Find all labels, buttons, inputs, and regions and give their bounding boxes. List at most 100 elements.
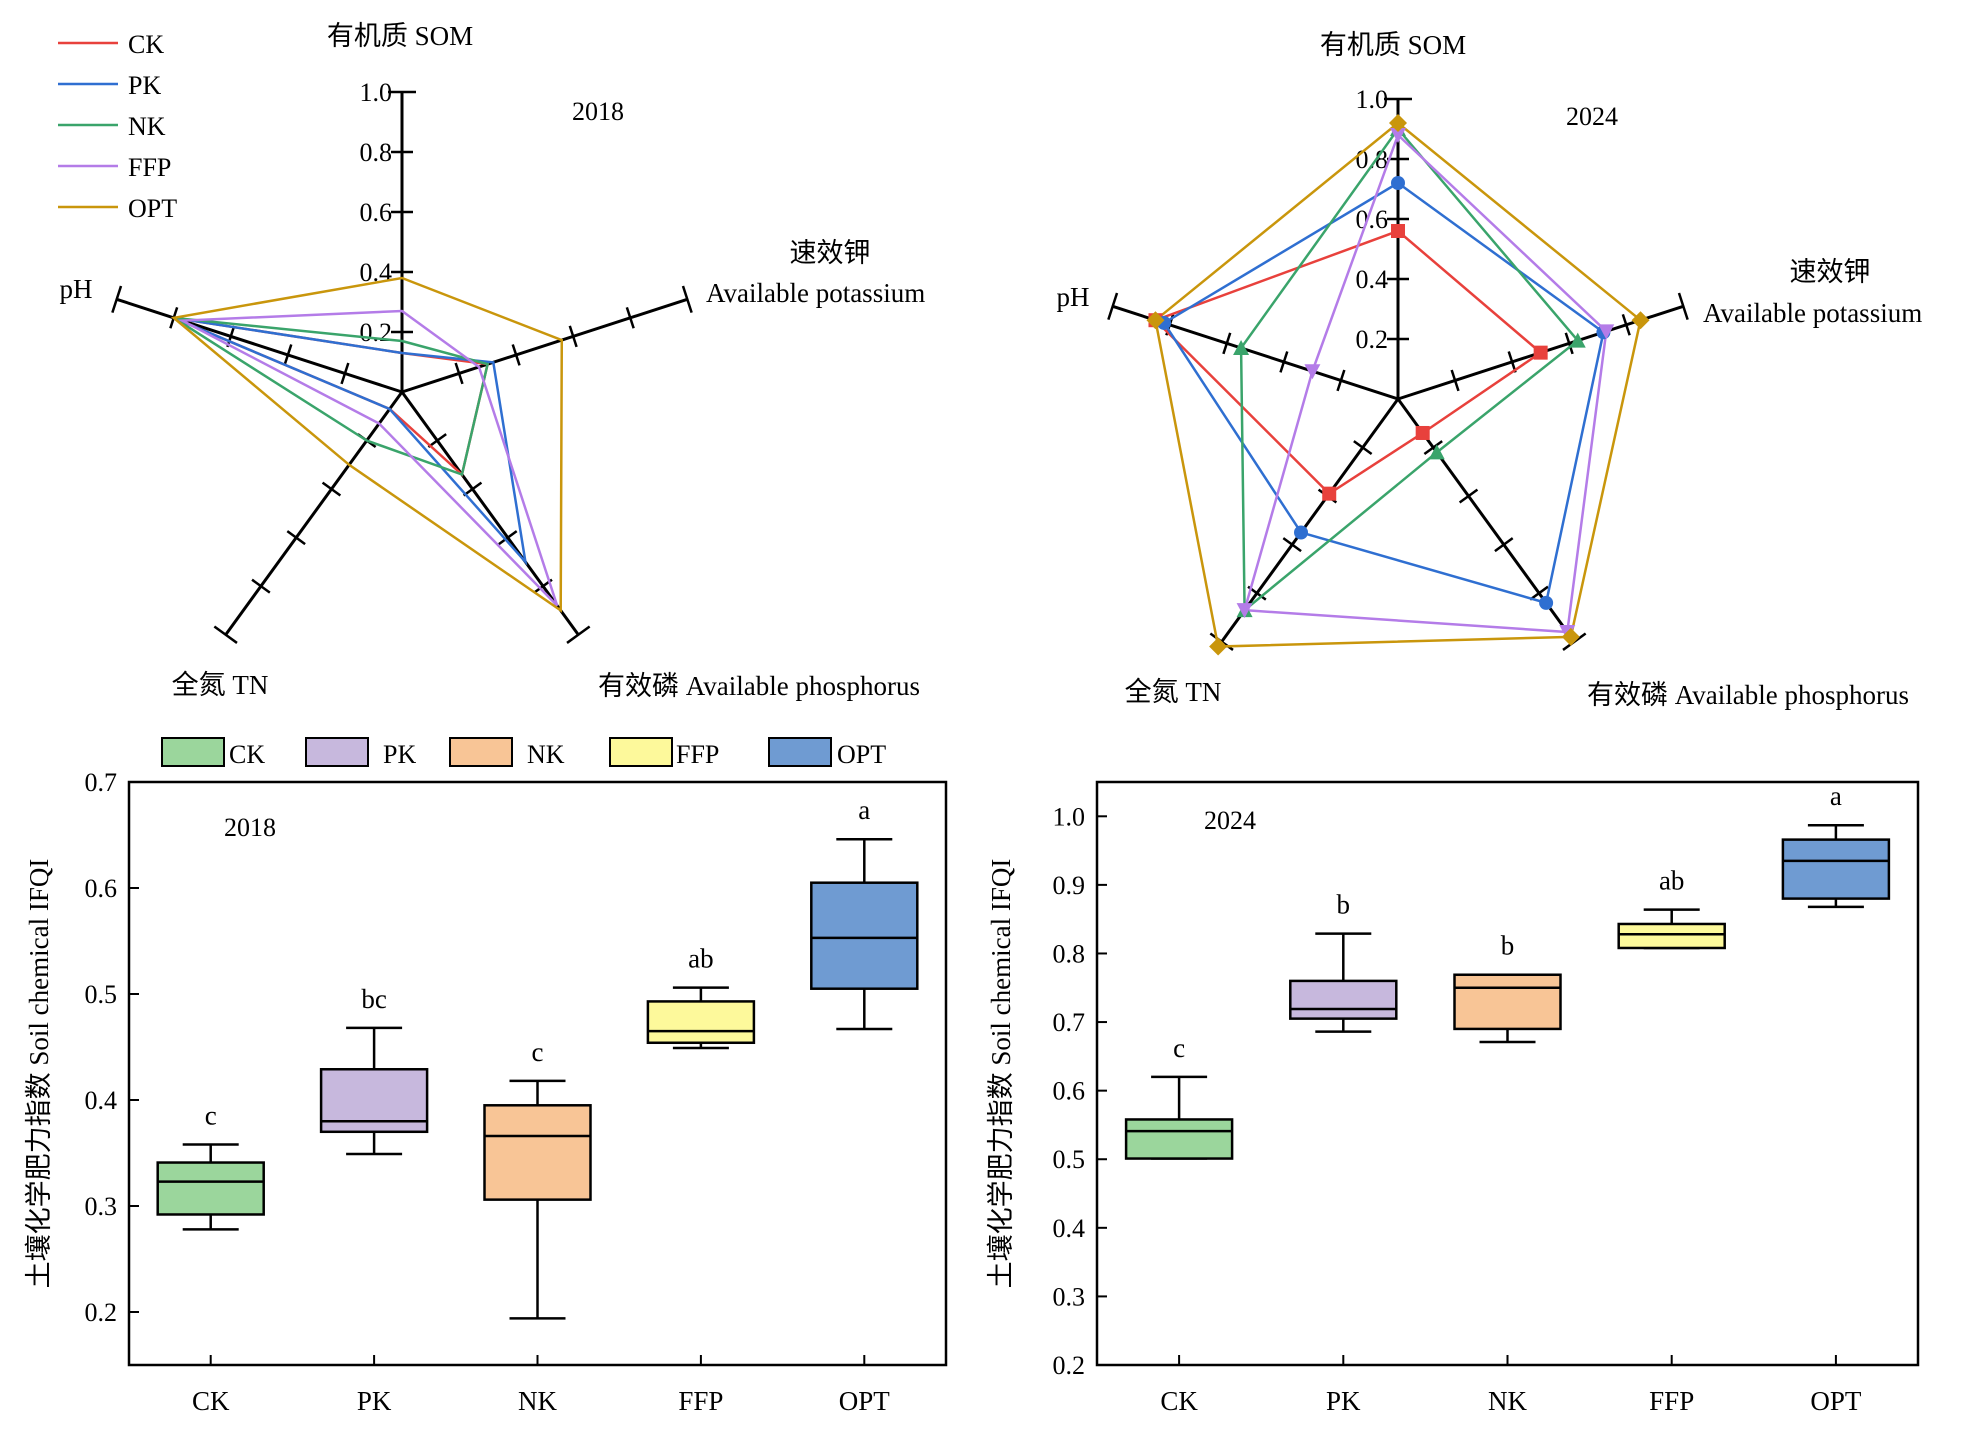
radar-tick-label: 0.2: [360, 318, 393, 347]
radar-axis-label: 速效钾: [790, 238, 871, 268]
box-NK: [1453, 973, 1562, 1031]
legend-label: FFP: [128, 153, 171, 182]
chart-year-label: 2018: [224, 813, 276, 842]
radar-axis-label: 全氮 TN: [172, 670, 269, 700]
x-tick-label: FFP: [1649, 1386, 1694, 1416]
chart-year-label: 2024: [1566, 102, 1618, 131]
legend-label: OPT: [128, 194, 177, 223]
radar-tick: [1279, 351, 1289, 373]
y-tick-label: 0.6: [85, 874, 118, 903]
radar-axis-label: Available potassium: [1703, 298, 1922, 328]
y-tick-label: 0.8: [1053, 939, 1086, 968]
y-tick-label: 1.0: [1053, 802, 1086, 831]
radar-series-PK: [173, 316, 528, 566]
radar-tick-label: 1.0: [360, 78, 393, 107]
marker-circle: [1539, 595, 1554, 610]
marker-circle: [1294, 525, 1309, 540]
marker-diamond: [1146, 311, 1165, 330]
box-chart-2018: 0.2 0.3 0.4 0.5 0.6 0.7 土壤化学肥力指数 Soil chemical…: [24, 768, 948, 1416]
x-tick-label: PK: [1326, 1386, 1361, 1416]
x-tick-label: OPT: [839, 1386, 891, 1416]
radar-series-PK: [1162, 181, 1605, 605]
marker-triangle: [1569, 332, 1586, 348]
radar-series-FFP: [177, 309, 559, 607]
radar-series-FFP: [1242, 132, 1608, 634]
marker-diamond: [1389, 114, 1407, 132]
radar-tick-label: 0.6: [360, 198, 393, 227]
radar-tick: [111, 285, 123, 313]
legend-label: NK: [527, 740, 565, 769]
radar-tick: [251, 578, 271, 594]
x-tick-label: NK: [518, 1386, 557, 1416]
x-tick-label: PK: [357, 1386, 392, 1416]
radar-tick: [681, 285, 693, 313]
radar-tick: [1336, 369, 1346, 392]
legend-label: OPT: [837, 740, 886, 769]
y-tick-label: 0.4: [85, 1086, 118, 1115]
radar-tick: [625, 306, 635, 329]
radar-series-OPT: [1154, 121, 1642, 648]
radar-legend: CK PK NK FFP OPT: [58, 30, 177, 223]
radar-axis-label: 有机质 SOM: [1320, 30, 1466, 60]
x-tick-label: OPT: [1810, 1386, 1862, 1416]
marker-square: [1415, 425, 1430, 440]
marker-triangle-down: [1304, 364, 1321, 380]
y-tick-label: 0.7: [85, 768, 118, 797]
radar-axis-label: 有机质 SOM: [327, 21, 473, 51]
y-tick-label: 0.6: [1053, 1077, 1086, 1106]
radar-tick: [511, 344, 521, 366]
radar-tick: [286, 530, 306, 546]
radar-series-OPT: [170, 276, 564, 613]
y-tick-label: 0.7: [1053, 1008, 1086, 1037]
radar-tick: [498, 530, 518, 546]
legend-swatch-OPT: [768, 737, 832, 767]
radar-tick: [1450, 369, 1460, 392]
radar-axis-tn: [1220, 398, 1400, 643]
radar-tick: [1564, 332, 1574, 355]
radar-series-NK: [173, 316, 490, 477]
marker-diamond: [1209, 637, 1228, 656]
chart-year-label: 2018: [572, 97, 624, 126]
legend-label: CK: [229, 740, 265, 769]
radar-tick: [462, 481, 483, 497]
significance-letter: c: [205, 1101, 217, 1131]
y-tick-label: 0.2: [85, 1298, 118, 1327]
y-axis-label: 土壤化学肥力指数 Soil chemical IFQI: [986, 859, 1016, 1289]
y-tick-label: 0.5: [1053, 1145, 1086, 1174]
x-tick-label: CK: [1160, 1386, 1198, 1416]
y-tick-label: 0.5: [85, 980, 118, 1009]
marker-triangle: [1428, 444, 1445, 460]
box-FFP: [646, 1000, 756, 1045]
significance-letter: ab: [1659, 866, 1684, 896]
box-CK: [1124, 1118, 1234, 1160]
significance-letter: c: [1173, 1033, 1185, 1063]
radar-series-NK: [1239, 126, 1580, 613]
radar-axis-ph: [116, 297, 403, 394]
radar-tick: [1529, 585, 1549, 601]
radar-tick: [566, 625, 591, 644]
legend-label: FFP: [676, 740, 719, 769]
chart-year-label: 2024: [1204, 806, 1256, 835]
radar-tick: [427, 433, 447, 449]
legend-label: PK: [383, 740, 416, 769]
radar-tick: [321, 481, 342, 497]
radar-tick: [1107, 292, 1119, 320]
legend-label: NK: [128, 112, 166, 141]
significance-letter: bc: [361, 984, 387, 1014]
radar-tick: [454, 362, 464, 385]
radar-tick: [1282, 537, 1302, 553]
radar-axis-label: 有效磷 Available phosphorus: [1587, 680, 1909, 710]
y-axis-label: 土壤化学肥力指数 Soil chemical IFQI: [24, 859, 54, 1289]
marker-triangle-down: [1598, 324, 1615, 340]
box-NK: [483, 1104, 592, 1201]
box-OPT: [1781, 838, 1891, 900]
significance-letter: c: [532, 1037, 544, 1067]
box-chart-2024: 0.2 0.3 0.4 0.5 0.6 0.7 0.8 0.9 1.0 土壤化学肥力指数 Soil…: [986, 780, 1920, 1416]
y-tick-label: 0.2: [1053, 1351, 1086, 1380]
marker-square: [1391, 224, 1405, 238]
radar-tick: [1423, 440, 1443, 456]
legend-label: CK: [128, 30, 164, 59]
